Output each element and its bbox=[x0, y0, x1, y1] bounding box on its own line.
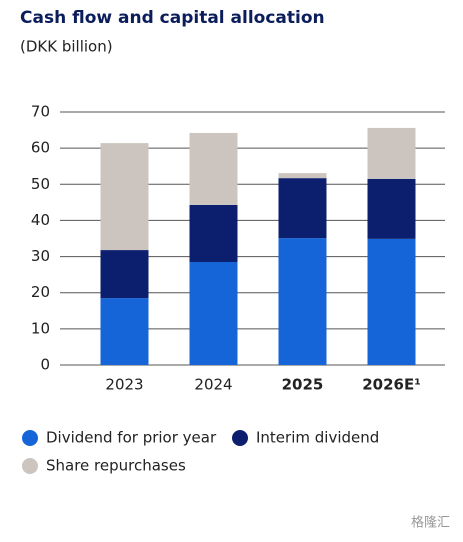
y-tick-label: 70 bbox=[31, 103, 50, 121]
legend-swatch bbox=[22, 458, 38, 474]
x-tick-label: 2026E¹ bbox=[362, 376, 421, 394]
legend-label: Share repurchases bbox=[46, 457, 186, 475]
bar-segment bbox=[278, 178, 327, 239]
x-tick-label: 2024 bbox=[194, 376, 232, 394]
y-tick-label: 0 bbox=[40, 356, 50, 374]
y-tick-label: 40 bbox=[31, 211, 50, 229]
bar-segment bbox=[278, 173, 327, 179]
y-tick-label: 50 bbox=[31, 175, 50, 193]
bar-segment bbox=[367, 238, 416, 365]
bar-segment bbox=[278, 238, 327, 365]
bar-segment bbox=[367, 178, 416, 239]
y-tick-label: 60 bbox=[31, 139, 50, 157]
bar-segment bbox=[100, 250, 149, 299]
bar-segment bbox=[189, 204, 238, 262]
bar-segment bbox=[100, 143, 149, 251]
y-tick-label: 30 bbox=[31, 247, 50, 265]
bar-segment bbox=[100, 298, 149, 365]
legend-swatch bbox=[22, 430, 38, 446]
watermark: 格隆汇 bbox=[411, 515, 450, 531]
y-tick-label: 20 bbox=[31, 283, 50, 301]
bar-segment bbox=[189, 261, 238, 365]
bar-segment bbox=[189, 132, 238, 205]
x-tick-label: 2023 bbox=[105, 376, 143, 394]
chart-subtitle: (DKK billion) bbox=[20, 38, 113, 56]
chart-title: Cash flow and capital allocation bbox=[20, 8, 325, 28]
legend-swatch bbox=[232, 430, 248, 446]
legend-label: Interim dividend bbox=[256, 429, 379, 447]
bar-segment bbox=[367, 127, 416, 179]
y-tick-label: 10 bbox=[31, 319, 50, 337]
legend-label: Dividend for prior year bbox=[46, 429, 217, 447]
x-tick-label: 2025 bbox=[282, 376, 324, 394]
